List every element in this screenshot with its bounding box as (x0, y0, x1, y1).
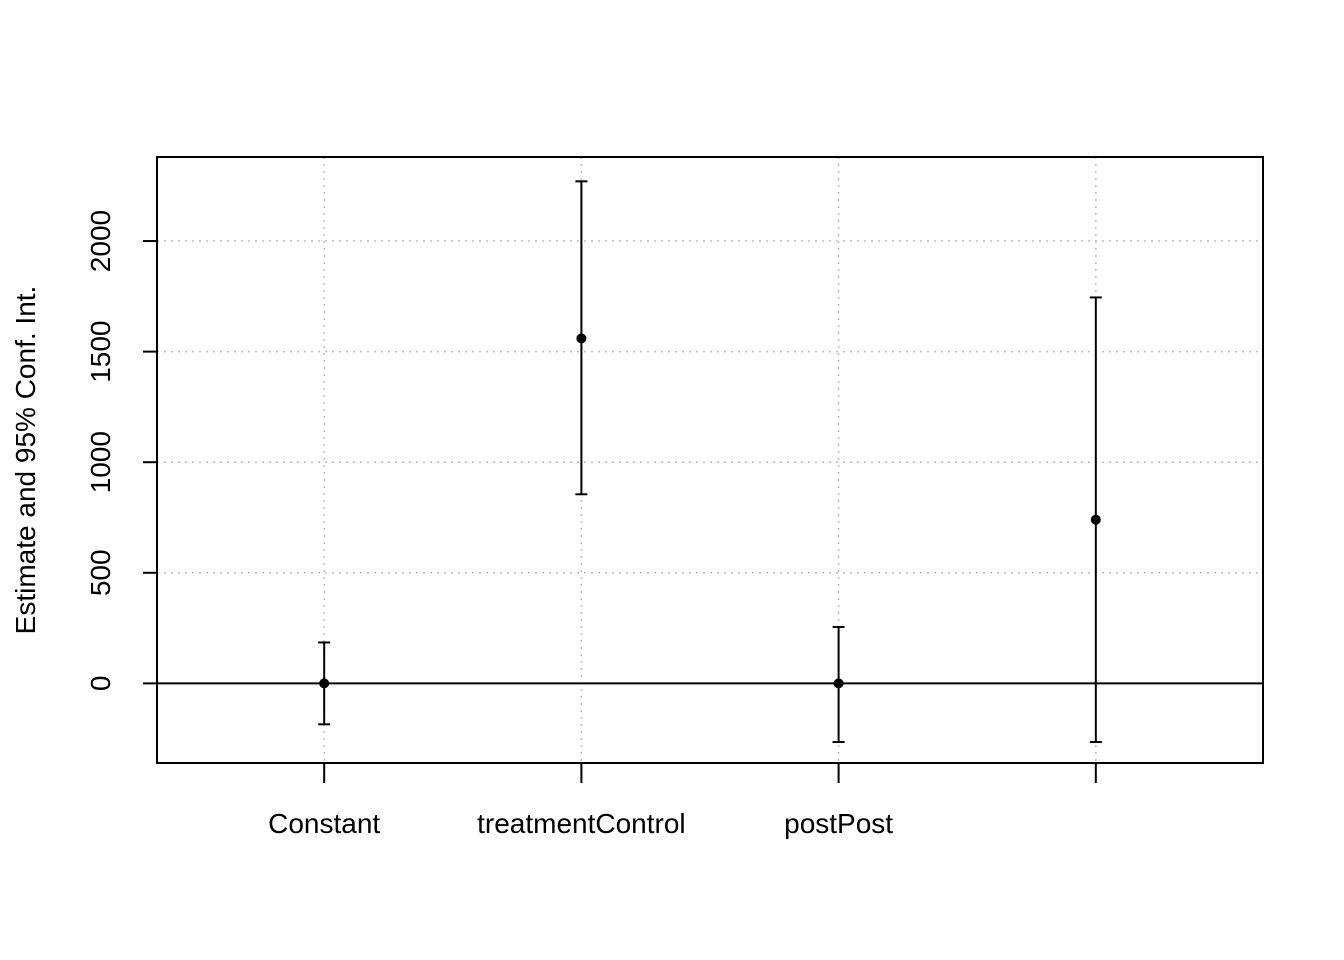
x-tick-label: treatmentControl (477, 808, 686, 839)
grid-lines (157, 157, 1263, 763)
estimate-point (319, 678, 330, 689)
y-tick-label: 1000 (85, 431, 116, 493)
x-axis: Constant treatmentControl postPost (268, 763, 1097, 839)
estimate-point (1090, 514, 1101, 525)
estimate-point (833, 678, 844, 689)
x-tick-label: postPost (784, 808, 893, 839)
y-tick-label: 500 (85, 549, 116, 596)
plot-frame (156, 156, 1264, 764)
y-tick-label: 0 (85, 676, 116, 692)
y-tick-label: 1500 (85, 320, 116, 382)
y-tick-label: 2000 (85, 210, 116, 272)
x-tick-label: Constant (268, 808, 380, 839)
estimate-points (319, 333, 1101, 689)
y-axis: 0 500 1000 1500 2000 (85, 210, 157, 691)
y-axis-title: Estimate and 95% Conf. Int. (10, 286, 41, 635)
estimate-point (576, 333, 587, 344)
